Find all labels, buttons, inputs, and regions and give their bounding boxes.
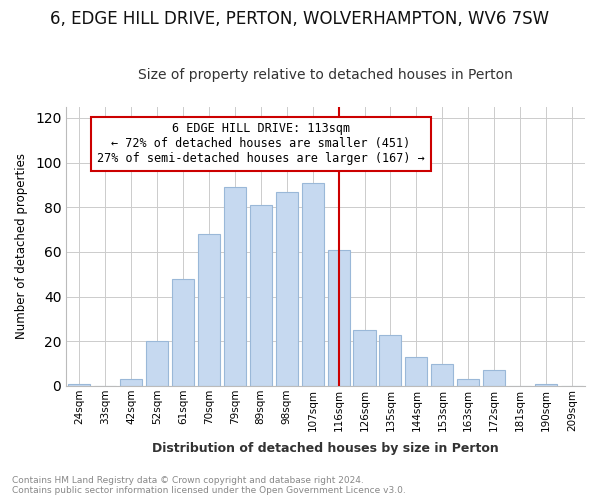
Title: Size of property relative to detached houses in Perton: Size of property relative to detached ho… xyxy=(138,68,513,82)
Bar xyxy=(457,380,479,386)
Bar xyxy=(275,192,298,386)
Bar xyxy=(146,342,168,386)
Y-axis label: Number of detached properties: Number of detached properties xyxy=(15,154,28,340)
Bar xyxy=(224,187,246,386)
Bar xyxy=(406,357,427,386)
Bar xyxy=(483,370,505,386)
Bar xyxy=(328,250,350,386)
Bar xyxy=(250,205,272,386)
Bar xyxy=(68,384,90,386)
Bar xyxy=(353,330,376,386)
Bar xyxy=(172,279,194,386)
X-axis label: Distribution of detached houses by size in Perton: Distribution of detached houses by size … xyxy=(152,442,499,455)
Text: 6, EDGE HILL DRIVE, PERTON, WOLVERHAMPTON, WV6 7SW: 6, EDGE HILL DRIVE, PERTON, WOLVERHAMPTO… xyxy=(50,10,550,28)
Bar xyxy=(198,234,220,386)
Text: 6 EDGE HILL DRIVE: 113sqm
← 72% of detached houses are smaller (451)
27% of semi: 6 EDGE HILL DRIVE: 113sqm ← 72% of detac… xyxy=(97,122,425,166)
Text: Contains HM Land Registry data © Crown copyright and database right 2024.
Contai: Contains HM Land Registry data © Crown c… xyxy=(12,476,406,495)
Bar xyxy=(302,182,323,386)
Bar xyxy=(379,334,401,386)
Bar xyxy=(431,364,454,386)
Bar xyxy=(535,384,557,386)
Bar xyxy=(120,380,142,386)
